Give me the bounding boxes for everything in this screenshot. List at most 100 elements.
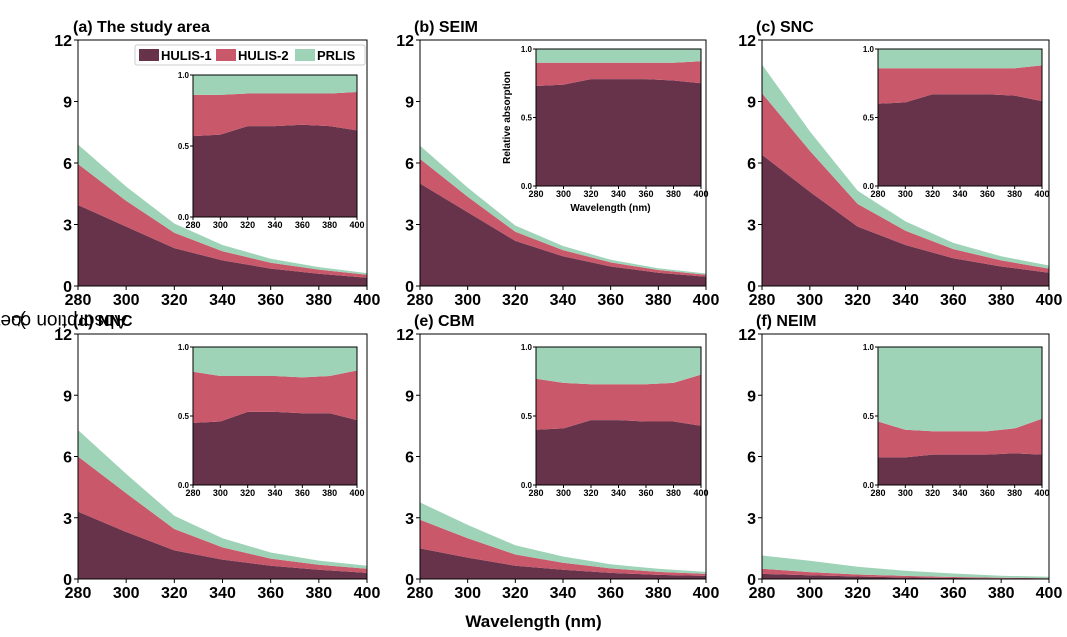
inset-x-tick-label: 360 [980, 488, 995, 498]
panel-1-area-hulis-1 [420, 183, 706, 286]
x-tick-label: 380 [988, 585, 1015, 602]
inset-x-tick-label: 340 [611, 488, 626, 498]
x-tick-label: 320 [844, 585, 871, 602]
inset-y-tick-label: 0.5 [521, 412, 533, 421]
x-tick-label: 280 [407, 292, 434, 309]
inset-y-tick-label: 0.0 [178, 481, 190, 490]
inset-1-area-prlis [536, 49, 701, 63]
panel-areas [762, 64, 1049, 286]
inset-4-area-hulis-1 [536, 420, 701, 485]
inset-y-tick-label: 1.0 [178, 343, 190, 352]
inset-y-tick-label: 0.0 [521, 481, 533, 490]
inset-x-tick-label: 400 [349, 488, 364, 498]
inset-x-tick-label: 300 [556, 488, 571, 498]
panel-1-area-hulis-2 [420, 158, 706, 277]
x-tick-label: 280 [407, 585, 434, 602]
inset-4: 0.0 0.5 1.0 280 300 320 340 360 380 400 [521, 343, 709, 498]
inset-y-tick-label: 0.0 [863, 481, 875, 490]
panel-title: (e) CBM [414, 313, 474, 330]
inset-x-tick-label: 400 [1034, 488, 1049, 498]
legend-label-prlis: PRLIS [317, 48, 356, 63]
x-tick-label: 400 [1036, 292, 1063, 309]
inset-x-axis-label: Wavelength (nm) [570, 203, 650, 214]
y-tick-label: 9 [747, 95, 756, 112]
inset-5-area-hulis-1 [878, 453, 1042, 485]
panel-title: (a) The study area [73, 19, 210, 36]
inset-x-tick-label: 400 [1034, 189, 1049, 199]
inset-x-tick-label: 320 [240, 488, 255, 498]
inset-y-tick-label: 1.0 [863, 343, 875, 352]
inset-3-area-prlis [193, 347, 357, 378]
inset-x-tick-label: 300 [898, 488, 913, 498]
panel-title: (d) NNC [73, 313, 133, 330]
y-tick-label: 6 [405, 450, 414, 467]
x-tick-label: 300 [454, 292, 481, 309]
x-tick-label: 280 [65, 585, 92, 602]
x-tick-label: 380 [645, 292, 672, 309]
y-tick-label: 6 [747, 156, 756, 173]
inset-y-axis-label: Relative absorption [502, 71, 513, 164]
y-tick-label: 6 [63, 156, 72, 173]
panel-2-area-hulis-2 [762, 93, 1049, 273]
inset-x-tick-label: 280 [528, 488, 543, 498]
panel-title: (c) SNC [756, 19, 814, 36]
y-tick-label: 12 [738, 33, 756, 50]
inset-x-tick-label: 360 [638, 189, 653, 199]
legend-swatch-hulis-2 [216, 49, 236, 61]
x-tick-label: 300 [796, 292, 823, 309]
inset-x-tick-label: 400 [693, 189, 708, 199]
x-tick-label: 280 [65, 292, 92, 309]
y-tick-label: 3 [747, 218, 756, 235]
x-tick-label: 320 [844, 292, 871, 309]
inset-x-tick-label: 300 [898, 189, 913, 199]
inset-0-area-hulis-1 [193, 124, 357, 217]
inset-3: 0.0 0.5 1.0 280 300 320 340 360 380 400 [178, 343, 365, 498]
panel-areas [78, 144, 367, 286]
y-tick-label: 6 [747, 450, 756, 467]
x-tick-label: 340 [550, 292, 577, 309]
inset-x-tick-label: 360 [638, 488, 653, 498]
panel-areas [762, 555, 1049, 579]
inset-3-area-hulis-2 [193, 370, 357, 423]
panel-2-area-prlis [762, 64, 1049, 269]
inset-x-tick-label: 320 [925, 189, 940, 199]
inset-0-area-prlis [193, 75, 357, 95]
legend-swatch-prlis [295, 49, 315, 61]
y-tick-label: 9 [63, 95, 72, 112]
inset-y-tick-label: 0.5 [178, 142, 190, 151]
panel-0-area-hulis-1 [78, 205, 367, 286]
inset-x-tick-label: 360 [980, 189, 995, 199]
inset-x-tick-label: 380 [322, 220, 337, 230]
panel-4-area-hulis-2 [420, 519, 706, 576]
panel-0: 0 3 6 9 12 280 300 320 340 360 380 400 (a) The study… [54, 19, 380, 309]
y-tick-label: 0 [63, 279, 72, 296]
inset-x-tick-label: 320 [240, 220, 255, 230]
x-tick-label: 320 [161, 585, 188, 602]
panel-4-area-hulis-1 [420, 548, 706, 579]
panel-1-area-prlis [420, 145, 706, 275]
legend: HULIS-1 HULIS-2 PRLIS [134, 44, 366, 66]
x-tick-label: 360 [940, 585, 967, 602]
y-tick-label: 12 [54, 327, 72, 344]
inset-y-tick-label: 0.5 [521, 114, 533, 123]
inset-y-tick-label: 1.0 [863, 45, 875, 54]
x-tick-label: 400 [1036, 585, 1063, 602]
inset-x-tick-label: 400 [693, 488, 708, 498]
y-axis-label: Absorption coefficient (m-1) [0, 120, 127, 520]
inset-y-tick-label: 1.0 [178, 71, 190, 80]
y-tick-label: 3 [63, 511, 72, 528]
panel-3-area-hulis-2 [78, 456, 367, 573]
inset-2: 0.0 0.5 1.0 280 300 320 340 360 380 400 [863, 45, 1050, 199]
y-tick-label: 0 [405, 279, 414, 296]
y-tick-label: 9 [747, 388, 756, 405]
inset-y-tick-label: 0.5 [863, 412, 875, 421]
y-tick-label: 3 [747, 511, 756, 528]
panel-title: (f) NEIM [756, 313, 816, 330]
inset-x-tick-label: 280 [870, 488, 885, 498]
panel-0-area-hulis-2 [78, 164, 367, 278]
x-tick-label: 360 [257, 585, 284, 602]
y-tick-label: 0 [405, 572, 414, 589]
inset-4-area-prlis [536, 347, 701, 385]
y-tick-label: 12 [738, 327, 756, 344]
